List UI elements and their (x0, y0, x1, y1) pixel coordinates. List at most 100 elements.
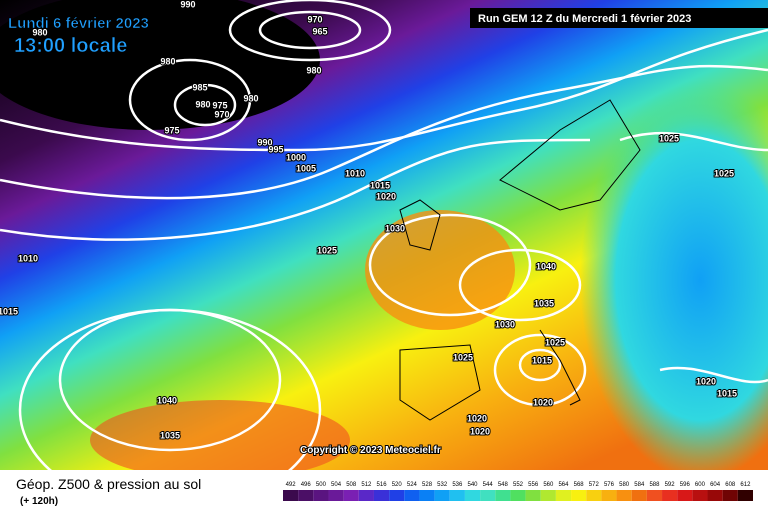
legend-label: 576 (604, 482, 615, 488)
legend-swatch (328, 490, 344, 501)
isobar-label: 1025 (545, 337, 565, 347)
isobar-label: 1040 (536, 261, 556, 271)
legend-swatch (631, 490, 647, 501)
legend-label: 540 (468, 482, 479, 488)
isobar-label: 1020 (376, 191, 396, 201)
legend-swatch (343, 490, 359, 501)
isobar-label: 980 (195, 99, 210, 109)
legend-swatch (525, 490, 541, 501)
run-bar (470, 8, 768, 28)
legend-label: 556 (528, 482, 539, 488)
legend-swatch (283, 490, 299, 501)
legend-swatch (677, 490, 693, 501)
legend-label: 492 (286, 482, 297, 488)
legend-label: 612 (740, 482, 751, 488)
legend-label: 500 (316, 482, 327, 488)
legend-swatch (646, 490, 663, 501)
legend-label: 600 (695, 482, 706, 488)
legend-label: 608 (725, 482, 736, 488)
legend-swatch (601, 490, 617, 501)
run-label: Run GEM 12 Z du Mercredi 1 février 2023 (478, 13, 691, 25)
forecast-time: 13:00 locale (14, 35, 127, 57)
legend-label: 548 (498, 482, 509, 488)
isobar-label: 1020 (470, 426, 490, 436)
isobar-label: 1025 (714, 168, 734, 178)
warm-core (365, 210, 515, 330)
footer-title: Géop. Z500 & pression au sol (16, 476, 201, 492)
legend-label: 588 (649, 482, 660, 488)
isobar-label: 980 (306, 65, 321, 75)
legend-swatch (464, 490, 481, 501)
warm-core (90, 400, 350, 480)
legend-swatch (540, 490, 556, 501)
legend-label: 592 (665, 482, 676, 488)
legend-label: 596 (680, 482, 691, 488)
legend-swatch (692, 490, 708, 501)
footer-subtitle: (+ 120h) (20, 496, 58, 507)
legend-label: 528 (422, 482, 433, 488)
legend-label: 524 (407, 482, 418, 488)
legend-swatch (737, 490, 753, 501)
isobar-label: 995 (268, 144, 283, 154)
legend-label: 544 (483, 482, 494, 488)
isobar-label: 1015 (370, 180, 390, 190)
legend-swatch (404, 490, 420, 501)
legend-label: 508 (346, 482, 357, 488)
legend-swatch (616, 490, 632, 501)
legend-swatch (389, 490, 405, 501)
isobar-label: 1010 (18, 253, 38, 263)
isobar-label: 965 (312, 26, 327, 36)
isobar-label: 1010 (345, 168, 365, 178)
legend-label: 560 (543, 482, 554, 488)
legend-label: 516 (377, 482, 388, 488)
isobar-label: 985 (192, 82, 207, 92)
legend-swatch (449, 490, 465, 501)
legend-swatch (571, 490, 587, 501)
isobar-label: 980 (243, 93, 258, 103)
isobar-label: 970 (307, 14, 322, 24)
legend-swatch (707, 490, 723, 501)
legend-label: 496 (301, 482, 312, 488)
coastlines (399, 99, 641, 421)
color-legend: 492 496 500 504 508 512 516 520 524 528 532 536 540 5… (283, 482, 753, 501)
legend-swatch (586, 490, 602, 501)
isobar-label: 1005 (296, 163, 316, 173)
legend-swatch (373, 490, 390, 501)
isobar-label: 975 (212, 100, 227, 110)
isobar-label: 980 (160, 56, 175, 66)
legend-label: 564 (558, 482, 569, 488)
isobar-label: 1035 (534, 298, 554, 308)
legend-label: 520 (392, 482, 403, 488)
isobar-label: 970 (214, 109, 229, 119)
legend-swatch (510, 490, 526, 501)
legend-label: 512 (361, 482, 372, 488)
isobar-label: 1015 (0, 306, 18, 316)
isobar-label: 1030 (495, 319, 515, 329)
legend-label: 536 (452, 482, 463, 488)
legend-label: 572 (589, 482, 600, 488)
legend-label: 580 (619, 482, 630, 488)
isobar-label: 1015 (717, 388, 737, 398)
legend-swatch (298, 490, 314, 501)
forecast-date: Lundi 6 février 2023 (8, 15, 149, 32)
isobar-label: 1000 (286, 152, 306, 162)
isobar-label: 1025 (317, 245, 337, 255)
legend-label: 584 (634, 482, 645, 488)
isobar-label: 980 (32, 27, 47, 37)
legend-swatch (722, 490, 738, 501)
legend-label: 568 (574, 482, 585, 488)
legend-label: 532 (437, 482, 448, 488)
isobar-label: 1025 (659, 133, 679, 143)
legend-swatch (313, 490, 329, 501)
isobar-label: 975 (164, 125, 179, 135)
isobar-label: 1020 (467, 413, 487, 423)
legend-swatch (434, 490, 450, 501)
isobar-label: 990 (180, 0, 195, 9)
legend-label: 504 (331, 482, 342, 488)
isobar-label: 1015 (532, 355, 552, 365)
isobar-label: 1030 (385, 223, 405, 233)
isobar-label: 1025 (453, 352, 473, 362)
